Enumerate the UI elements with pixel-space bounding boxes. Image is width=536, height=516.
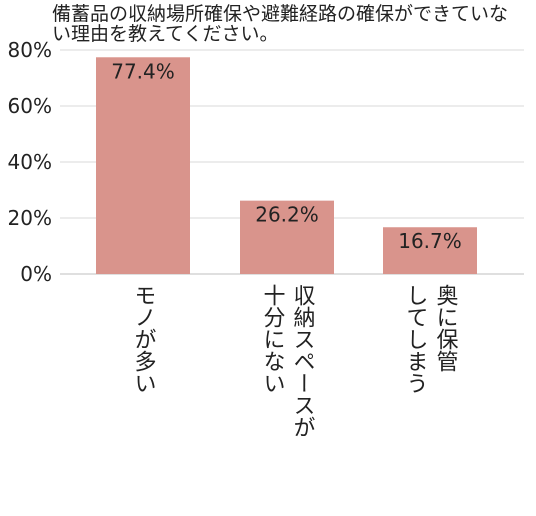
y-axis-ticks: 0% 20% 40% 60% 80% [8, 38, 52, 286]
x-category-label: 奥に保管 [433, 284, 459, 372]
y-tick-label: 80% [8, 38, 52, 62]
data-label: 16.7% [398, 229, 462, 253]
bars [96, 57, 477, 274]
bar [383, 227, 477, 274]
bar [240, 200, 334, 274]
x-category-label: 収納スペースが [290, 284, 316, 438]
y-tick-label: 60% [8, 94, 52, 118]
y-tick-label: 0% [20, 262, 52, 286]
y-tick-label: 20% [8, 206, 52, 230]
data-label: 26.2% [255, 203, 319, 227]
x-category-label: モノが多い [131, 284, 156, 394]
data-label: 77.4% [111, 59, 175, 83]
chart-title: 備蓄品の収納場所確保や避難経路の確保ができていない理由を教えてください。 [52, 3, 509, 45]
x-category-label: 十分にない [260, 284, 286, 394]
x-category-label: してしまう [403, 284, 428, 394]
value-labels: 77.4% 26.2% 16.7% [111, 59, 462, 253]
y-tick-label: 40% [8, 150, 52, 174]
bar [96, 57, 190, 274]
